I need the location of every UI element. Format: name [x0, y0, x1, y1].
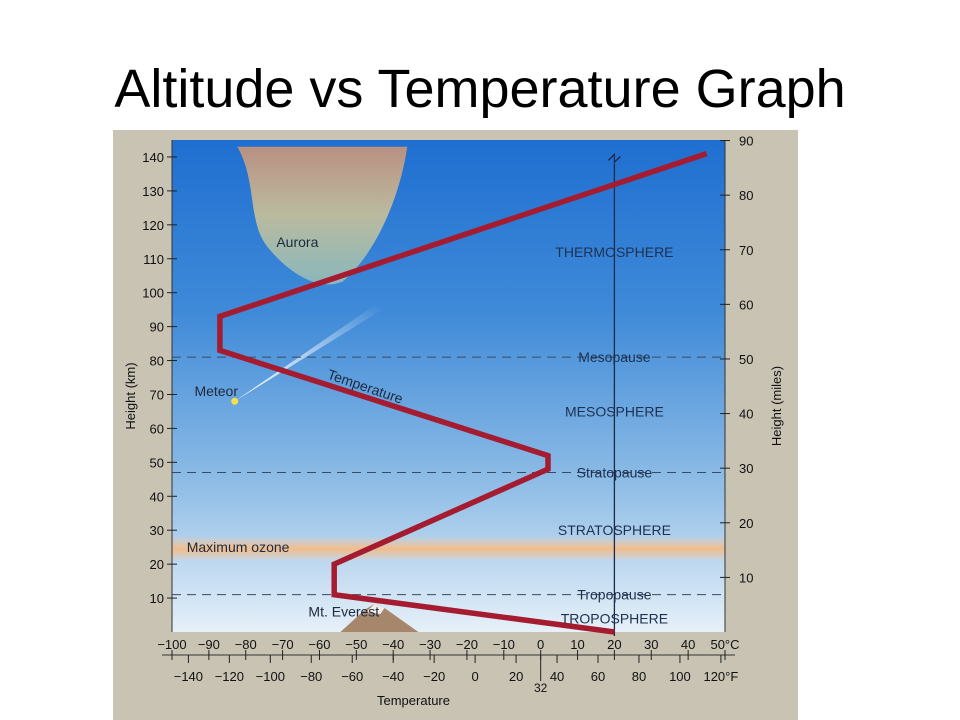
temperature-line: [217, 150, 708, 635]
x-tick-label-fahrenheit: 60: [591, 669, 605, 684]
y-tick-label-km: 70: [150, 387, 164, 402]
y-tick-label-miles: 90: [739, 134, 753, 149]
axes: 102030405060708090100110120130140Height …: [123, 134, 784, 708]
y-tick-label-km: 110: [143, 252, 164, 267]
y-tick-label-miles: 70: [739, 243, 753, 258]
x-tick-label-fahrenheit: 20: [509, 669, 523, 684]
y-tick-label-miles: 50: [739, 352, 753, 367]
x-tick-label-celsius: −40: [382, 637, 404, 652]
x-tick-label-fahrenheit: 100: [669, 669, 691, 684]
meteor-head: [231, 397, 239, 405]
x-tick-label-fahrenheit: −60: [341, 669, 363, 684]
x-tick-label-celsius: −30: [419, 637, 441, 652]
x-tick-label-fahrenheit: −40: [382, 669, 404, 684]
y-tick-label-miles: 20: [739, 516, 753, 531]
boundary-label: Stratopause: [577, 465, 653, 481]
layer-label: MESOSPHERE: [565, 403, 664, 419]
y-axis-label-right: Height (miles): [769, 366, 784, 446]
x-tick-label-fahrenheit: −120: [215, 669, 244, 684]
x-tick-label-fahrenheit: 80: [632, 669, 646, 684]
x-tick-label-fahrenheit: −20: [423, 669, 445, 684]
x-axis-label: Temperature: [377, 693, 450, 708]
y-tick-label-km: 10: [150, 591, 164, 606]
y-tick-label-miles: 30: [739, 461, 753, 476]
chart-labels: TROPOSPHERE STRATOSPHERE MESOSPHERE THERMOS…: [187, 234, 674, 627]
x-tick-label-celsius: 10: [570, 637, 584, 652]
y-tick-label-km: 90: [150, 320, 164, 335]
x-tick-label-fahrenheit: 0: [472, 669, 479, 684]
y-tick-label-km: 40: [150, 489, 164, 504]
x-tick-label-celsius: −80: [235, 637, 257, 652]
annotation-everest: Mt. Everest: [308, 604, 379, 620]
ozone-band: [172, 536, 725, 561]
y-tick-label-km: 120: [142, 218, 164, 233]
boundary-label: Mesopause: [578, 349, 651, 365]
x-tick-label-celsius: −100: [157, 637, 186, 652]
mountain-shape: [340, 604, 419, 632]
x-tick-label-celsius: −60: [308, 637, 330, 652]
x-tick-label-celsius: 20: [607, 637, 621, 652]
x-tick-label-fahrenheit: −100: [256, 669, 285, 684]
x-tick-label-celsius: 0: [537, 637, 544, 652]
x-tick-label-celsius: 40: [681, 637, 695, 652]
chart-marks: [217, 150, 708, 635]
x-tick-label-celsius: −20: [456, 637, 478, 652]
annotation-meteor: Meteor: [194, 383, 238, 399]
y-tick-label-miles: 40: [739, 407, 753, 422]
y-tick-label-km: 50: [150, 455, 164, 470]
aurora-image: [237, 146, 408, 285]
annotation-aurora: Aurora: [276, 234, 318, 250]
y-tick-label-km: 60: [150, 421, 164, 436]
y-tick-label-km: 80: [150, 354, 164, 369]
boundary-lines: [172, 152, 725, 636]
x-tick-label-fahrenheit: −140: [174, 669, 203, 684]
x-tick-label-celsius: −50: [345, 637, 367, 652]
x-tick-label-celsius: −90: [198, 637, 220, 652]
y-tick-label-miles: 80: [739, 188, 753, 203]
layer-label: STRATOSPHERE: [558, 522, 671, 538]
y-tick-label-km: 140: [142, 150, 164, 165]
mountain-snow: [366, 604, 385, 614]
y-tick-label-km: 100: [142, 286, 164, 301]
x-tick-label-celsius: −10: [493, 637, 515, 652]
break-mark: [607, 152, 621, 164]
layer-label: THERMOSPHERE: [555, 244, 673, 260]
layer-label: TROPOSPHERE: [561, 610, 668, 626]
decorations: [172, 146, 725, 632]
x-tick-label-celsius: 50°C: [710, 637, 739, 652]
x-tick-label-fahrenheit: −80: [300, 669, 322, 684]
freezing-label: 32: [534, 681, 548, 695]
x-tick-label-fahrenheit: 120°F: [703, 669, 738, 684]
slide-title: Altitude vs Temperature Graph: [114, 59, 846, 119]
boundary-label: Tropopause: [577, 587, 651, 603]
x-tick-label-celsius: −70: [272, 637, 294, 652]
y-tick-label-km: 30: [150, 523, 164, 538]
y-tick-label-km: 20: [150, 557, 164, 572]
annotation-ozone: Maximum ozone: [187, 539, 290, 555]
y-tick-label-miles: 10: [739, 570, 753, 585]
x-tick-label-celsius: 30: [644, 637, 658, 652]
x-tick-label-fahrenheit: 40: [550, 669, 564, 684]
y-tick-label-km: 130: [142, 184, 164, 199]
y-tick-label-miles: 60: [739, 297, 753, 312]
meteor-streak: [234, 305, 383, 402]
y-axis-label-left: Height (km): [123, 362, 138, 429]
